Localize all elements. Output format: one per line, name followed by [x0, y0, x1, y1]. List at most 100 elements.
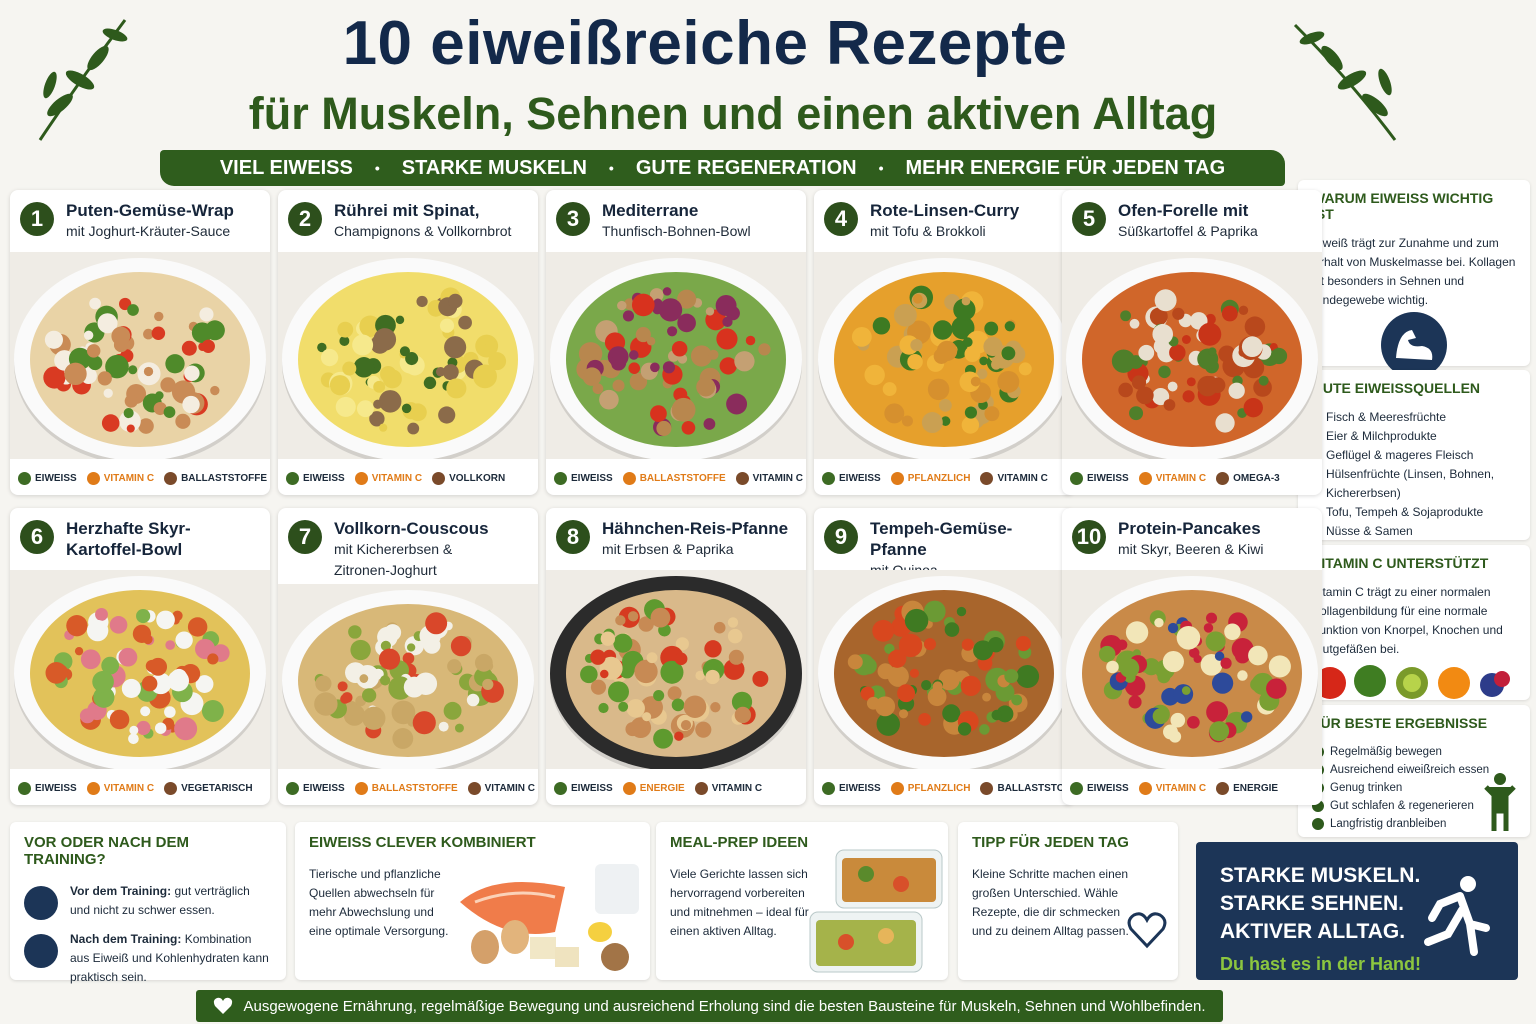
tag-label: VITAMIN C — [371, 473, 423, 484]
training-label: Nach dem Training: — [70, 932, 182, 946]
fruit-icons — [1314, 665, 1510, 699]
tag-row: EIWEISS ENERGIE VITAMIN C — [554, 782, 802, 795]
tag-label: VEGETARISCH — [181, 783, 253, 794]
source-item: Fisch & Meeresfrüchte — [1326, 408, 1516, 427]
recipe-title: Herzhafte Skyr- Kartoffel-Bowl — [66, 518, 264, 560]
tag-label: ENERGIE — [1233, 783, 1279, 794]
recipe-title: Rote-Linsen-Curry mit Tofu & Brokkoli — [870, 200, 1068, 242]
separator-dot: • — [878, 160, 884, 176]
training-desc: gut verträglich und nicht zu schwer esse… — [70, 884, 250, 917]
recipe-card: 7 Vollkorn-Couscous mit Kichererbsen & Zitr… — [278, 508, 538, 805]
tag-label: VOLLKORN — [449, 473, 506, 484]
nutrition-tag: VEGETARISCH — [164, 782, 253, 795]
nutrition-tag: EIWEISS — [18, 472, 77, 485]
recipe-card: 2 Rührei mit Spinat, Champignons & Vollkor… — [278, 190, 538, 495]
motivation-line: AKTIVER ALLTAG. — [1220, 920, 1406, 943]
tag-row: EIWEISS VITAMIN C BALLASTSTOFFE — [18, 472, 267, 485]
box-title: VITAMIN C UNTERSTÜTZT — [1312, 555, 1489, 571]
title-line: Herzhafte Skyr- — [66, 519, 191, 538]
box-title: GUTE EIWEISSQUELLEN — [1312, 380, 1481, 396]
tag-label: VITAMIN C — [752, 473, 803, 484]
tag-icon — [822, 782, 835, 795]
tag-icon — [467, 782, 481, 795]
source-list: Fisch & MeeresfrüchteEier & Milchprodukt… — [1312, 408, 1516, 541]
title-line: Mediterrane — [602, 201, 699, 220]
box-text: Eiweiß trägt zur Zunahme und zum Erhalt … — [1312, 236, 1516, 307]
subtitle-line: Zitronen-Joghurt — [334, 562, 437, 578]
recipe-number: 4 — [824, 202, 858, 236]
source-item: Nüsse & Samen — [1326, 522, 1516, 541]
mealprep-panel: MEAL-PREP IDEEN Viele Gerichte lassen si… — [656, 822, 948, 980]
food-image — [1062, 570, 1322, 769]
box-text: Vitamin C trägt zu einer normalen Kollag… — [1312, 585, 1503, 656]
protein-foods — [460, 864, 639, 971]
training-panel: VOR ODER NACH DEM TRAINING? Vor dem Trai… — [10, 822, 286, 984]
banner-item: VIEL EIWEISS — [219, 156, 353, 179]
tag-label: EIWEISS — [839, 473, 881, 484]
tag-icon — [622, 472, 636, 485]
tag-icon — [890, 472, 904, 485]
recipe-card: 5 Ofen-Forelle mit Süßkartoffel & Paprika E… — [1062, 190, 1322, 495]
tag-icon — [432, 472, 446, 485]
nutrition-tag: VITAMIN C — [354, 472, 423, 485]
food-image — [278, 252, 538, 459]
banner-item: STARKE MUSKELN — [401, 156, 587, 179]
tag-label: BALLASTSTOFFE — [997, 783, 1074, 794]
recipe-card: 6 Herzhafte Skyr- Kartoffel-Bowl EIWEISS VIT… — [10, 508, 270, 805]
subtitle-line: Thunfisch-Bohnen-Bowl — [602, 223, 751, 239]
source-item: Eier & Milchprodukte — [1326, 427, 1516, 446]
tag-label: PFLANZLICH — [907, 783, 971, 794]
tag-label: EIWEISS — [303, 783, 345, 794]
title-line: Kartoffel-Bowl — [66, 540, 183, 559]
tag-icon — [1138, 472, 1152, 485]
page-subtitle: für Muskeln, Sehnen und einen aktiven Al… — [248, 88, 1218, 139]
title-line: Rote-Linsen-Curry — [870, 201, 1020, 220]
tag-row: EIWEISS BALLASTSTOFFE VITAMIN C — [554, 472, 803, 485]
recipe-title: Ofen-Forelle mit Süßkartoffel & Paprika — [1118, 200, 1316, 242]
tag-label: VITAMIN C — [484, 783, 535, 794]
tag-row: EIWEISS VITAMIN C ENERGIE — [1070, 782, 1318, 795]
title-line: Ofen-Forelle mit — [1118, 201, 1249, 220]
info-box: WARUM EIWEISS WICHTIG IST Eiweiß trägt z… — [1298, 180, 1530, 378]
tag-icon — [554, 472, 567, 485]
tag-label: EIWEISS — [35, 783, 77, 794]
tag-icon — [164, 472, 178, 485]
nutrition-tag: ENERGIE — [622, 782, 685, 795]
recipe-card: 1 Puten-Gemüse-Wrap mit Joghurt-Kräuter-Sa… — [10, 190, 270, 495]
food-image — [10, 570, 270, 769]
tag-icon — [354, 782, 368, 795]
nutrition-tag: VITAMIN C — [1138, 782, 1206, 795]
banner-item: MEHR ENERGIE FÜR JEDEN TAG — [905, 156, 1226, 179]
banner-item: GUTE REGENERATION — [635, 156, 857, 179]
nutrition-tag: BALLASTSTOFFE — [980, 782, 1074, 795]
nutrition-tag: PFLANZLICH — [890, 782, 971, 795]
tag-row: EIWEISS PFLANZLICH BALLASTSTOFFE — [822, 782, 1074, 795]
tag-label: VITAMIN C — [103, 473, 155, 484]
recipe-title: Puten-Gemüse-Wrap mit Joghurt-Kräuter-Sau… — [66, 200, 264, 242]
recipe-card: 10 Protein-Pancakes mit Skyr, Beeren & Kiw… — [1062, 508, 1322, 805]
tag-label: VITAMIN C — [997, 473, 1048, 484]
recipe-title: Protein-Pancakes mit Skyr, Beeren & Kiwi — [1118, 518, 1316, 560]
tag-label: EIWEISS — [571, 473, 613, 484]
motivation-tagline: Du hast es in der Hand! — [1220, 954, 1422, 974]
training-item: Vor dem Training: gut verträglich und ni… — [24, 882, 272, 920]
tag-row: EIWEISS BALLASTSTOFFE VITAMIN C — [286, 782, 535, 795]
info-box: VITAMIN C UNTERSTÜTZT Vitamin C trägt zu… — [1298, 545, 1530, 700]
title-line: Hähnchen-Reis-Pfanne — [602, 519, 789, 538]
tag-icon — [86, 472, 100, 485]
recipe-number: 7 — [288, 520, 322, 554]
check-icon — [1312, 818, 1324, 830]
tag-icon — [18, 782, 31, 795]
nutrition-tag: EIWEISS — [1070, 472, 1129, 485]
food-image — [546, 570, 806, 769]
subtitle-line: mit Kichererbsen & — [334, 541, 453, 557]
leaf-decoration — [1293, 23, 1397, 141]
footer: Ausgewogene Ernährung, regelmäßige Beweg… — [196, 990, 1223, 1022]
food-image — [278, 584, 538, 769]
heart-icon — [1127, 912, 1167, 949]
nutrition-tag: VITAMIN C — [735, 472, 803, 485]
result-text: Ausreichend eiweißreich essen — [1330, 764, 1490, 776]
tag-icon — [18, 472, 31, 485]
tag-row: EIWEISS VITAMIN C VOLLKORN — [286, 472, 534, 485]
